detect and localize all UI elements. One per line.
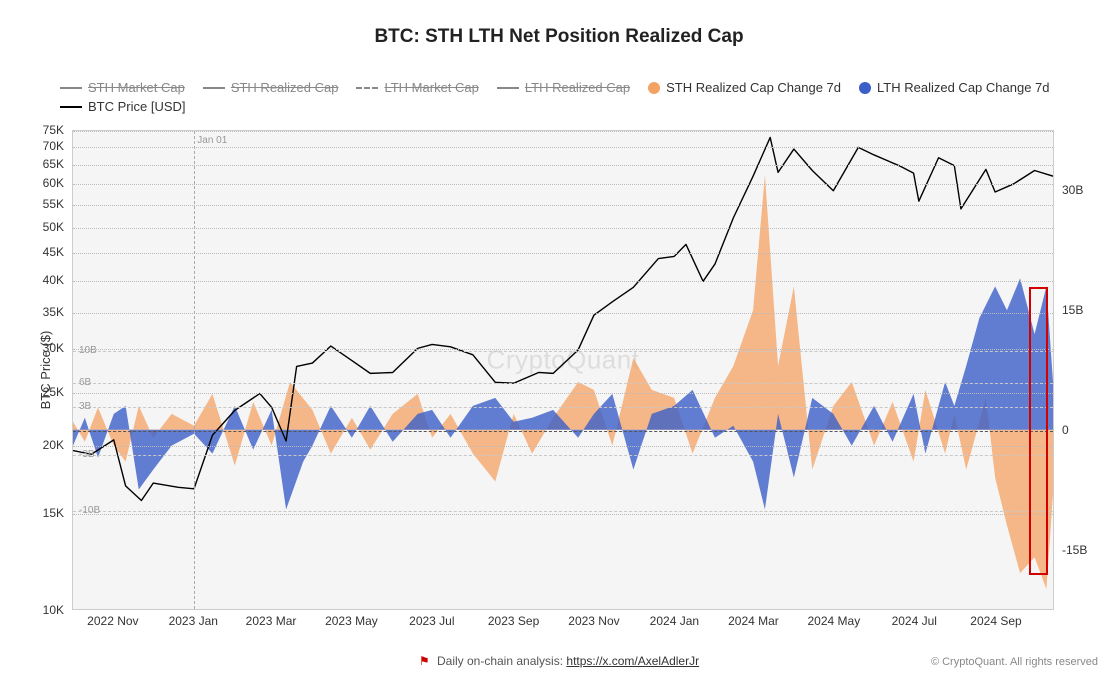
x-tick: 2023 Jan — [169, 614, 218, 628]
flag-icon: ⚑ — [419, 654, 430, 668]
x-tick: 2022 Nov — [87, 614, 138, 628]
legend-item-lth-change: LTH Realized Cap Change 7d — [859, 80, 1049, 95]
y-axis-left: BTC Price ($) 10K15K20K25K30K35K40K45K50… — [0, 130, 72, 610]
legend-marker — [497, 87, 519, 89]
y-left-tick: 35K — [43, 305, 64, 319]
inner-ref-label: -10B — [79, 505, 100, 516]
chart-container: BTC: STH LTH Net Position Realized Cap S… — [0, 0, 1118, 678]
plot-area: CryptoQuant 10B6B3B-3B-10BJan 01 — [72, 130, 1054, 610]
legend-marker — [203, 87, 225, 89]
x-tick: 2023 Nov — [568, 614, 619, 628]
y-left-tick: 65K — [43, 157, 64, 171]
y-left-tick: 25K — [43, 385, 64, 399]
y-right-tick: 15B — [1062, 303, 1083, 317]
vline-label: Jan 01 — [197, 135, 227, 146]
chart-title: BTC: STH LTH Net Position Realized Cap — [0, 26, 1118, 48]
y-left-tick: 55K — [43, 197, 64, 211]
x-tick: 2024 May — [808, 614, 861, 628]
inner-ref-label: 10B — [79, 345, 97, 356]
legend-marker — [60, 87, 82, 89]
legend-item-sth-mcap: STH Market Cap — [60, 80, 185, 95]
x-tick: 2023 May — [325, 614, 378, 628]
legend-marker — [60, 106, 82, 108]
legend-item-sth-rcap: STH Realized Cap — [203, 80, 339, 95]
y-left-tick: 30K — [43, 341, 64, 355]
y-left-tick: 70K — [43, 139, 64, 153]
y-left-tick: 60K — [43, 176, 64, 190]
legend-marker — [356, 87, 378, 89]
y-right-tick: 30B — [1062, 183, 1083, 197]
legend-item-lth-mcap: LTH Market Cap — [356, 80, 478, 95]
inner-ref-label: -3B — [79, 449, 95, 460]
x-tick: 2024 Sep — [970, 614, 1021, 628]
legend: STH Market Cap STH Realized Cap LTH Mark… — [60, 80, 1078, 118]
legend-row-2: BTC Price [USD] — [60, 99, 1078, 114]
inner-ref-label: 3B — [79, 401, 91, 412]
x-tick: 2024 Jul — [892, 614, 937, 628]
x-tick: 2023 Jul — [409, 614, 454, 628]
x-tick: 2024 Jan — [650, 614, 699, 628]
x-axis: 2022 Nov 2023 Jan 2023 Mar 2023 May 2023 Jul… — [72, 610, 1054, 638]
y-left-tick: 50K — [43, 220, 64, 234]
legend-item-sth-change: STH Realized Cap Change 7d — [648, 80, 841, 95]
legend-item-lth-rcap: LTH Realized Cap — [497, 80, 630, 95]
legend-marker — [859, 82, 871, 94]
x-tick: 2023 Sep — [488, 614, 539, 628]
chart-svg — [73, 131, 1053, 609]
y-right-tick: -15B — [1062, 543, 1087, 557]
x-tick: 2023 Mar — [246, 614, 297, 628]
inner-ref-label: 6B — [79, 377, 91, 388]
footer-prefix: Daily on-chain analysis: — [437, 654, 566, 668]
legend-row-1: STH Market Cap STH Realized Cap LTH Mark… — [60, 80, 1078, 95]
legend-marker — [648, 82, 660, 94]
y-left-tick: 45K — [43, 245, 64, 259]
y-left-tick: 10K — [43, 603, 64, 617]
y-left-tick: 75K — [43, 123, 64, 137]
legend-item-btc-price: BTC Price [USD] — [60, 99, 186, 114]
footer-link[interactable]: https://x.com/AxelAdlerJr — [566, 654, 699, 668]
y-axis-right: Realized Cap Change ($) -15B015B30B — [1054, 130, 1118, 610]
y-left-tick: 20K — [43, 438, 64, 452]
highlight-box — [1029, 287, 1049, 575]
y-left-tick: 15K — [43, 506, 64, 520]
x-tick: 2024 Mar — [728, 614, 779, 628]
y-left-tick: 40K — [43, 273, 64, 287]
y-right-tick: 0 — [1062, 423, 1069, 437]
copyright: © CryptoQuant. All rights reserved — [931, 656, 1098, 668]
